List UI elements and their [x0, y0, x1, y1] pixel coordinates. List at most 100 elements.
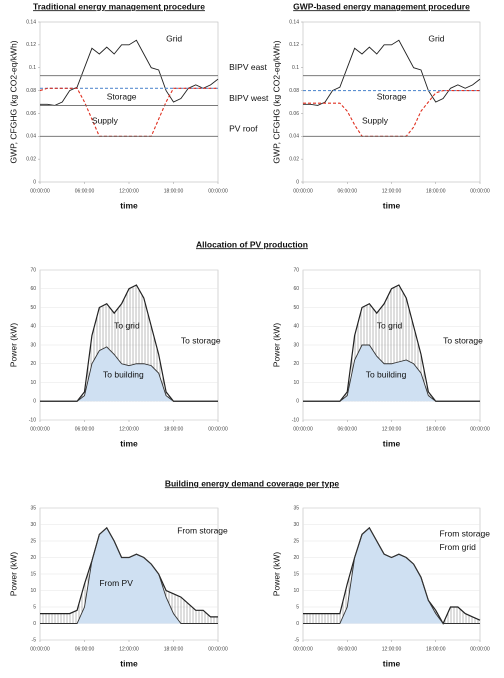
x-axis-label: time: [383, 658, 401, 668]
y-tick-label: -10: [29, 417, 36, 423]
annotation: To building: [103, 369, 144, 379]
y-tick-label: 0: [33, 179, 36, 185]
x-tick-label: 00:00:00: [470, 188, 490, 194]
annotation: Grid: [166, 33, 182, 43]
y-tick-label: 0.14: [26, 19, 36, 25]
x-tick-label: 12:00:00: [119, 426, 139, 432]
x-tick-label: 06:00:00: [75, 646, 95, 652]
annotation: Supply: [92, 116, 119, 126]
y-tick-label: 20: [30, 361, 36, 367]
series-line: [303, 39, 481, 106]
x-tick-label: 06:00:00: [338, 646, 358, 652]
y-tick-label: 25: [30, 538, 36, 544]
annotation: PV roof: [229, 124, 258, 134]
x-tick-label: 06:00:00: [75, 188, 95, 194]
y-tick-label: 70: [293, 267, 299, 273]
y-tick-label: 0.04: [26, 134, 36, 140]
y-tick-label: 35: [293, 505, 299, 511]
x-tick-label: 00:00:00: [470, 646, 490, 652]
y-axis-label: Power (kW): [8, 552, 18, 597]
x-axis-label: time: [120, 658, 138, 668]
y-tick-label: 35: [30, 505, 36, 511]
series-line: [303, 527, 480, 624]
y-tick-label: 0.08: [26, 88, 36, 94]
annotation: From storage: [439, 529, 490, 539]
x-tick-label: 00:00:00: [293, 646, 313, 652]
x-tick-label: 00:00:00: [208, 188, 228, 194]
y-tick-label: 60: [30, 286, 36, 292]
y-axis-label: GWP, CFGHG (kg CO2-eq/kWh): [271, 40, 281, 163]
series-line: [40, 346, 218, 402]
x-tick-label: 06:00:00: [75, 426, 95, 432]
area: [303, 345, 480, 402]
y-tick-label: -5: [32, 637, 37, 643]
area: [40, 346, 218, 402]
y-tick-label: 5: [296, 604, 299, 610]
annotation: To building: [366, 369, 407, 379]
y-tick-label: 0.12: [289, 42, 299, 48]
y-tick-label: 10: [293, 588, 299, 594]
annotation: To grid: [377, 321, 403, 331]
x-tick-label: 00:00:00: [208, 646, 228, 652]
y-tick-label: 0: [33, 621, 36, 627]
x-axis-label: time: [120, 200, 138, 210]
x-tick-label: 18:00:00: [426, 426, 446, 432]
y-tick-label: 0.1: [29, 65, 36, 71]
x-tick-label: 00:00:00: [30, 188, 50, 194]
y-tick-label: 40: [30, 324, 36, 330]
x-tick-label: 18:00:00: [426, 646, 446, 652]
annotation: Supply: [362, 116, 389, 126]
y-axis-label: Power (kW): [8, 323, 18, 368]
chart-title: Traditional energy management procedure: [33, 1, 205, 11]
x-tick-label: 06:00:00: [338, 188, 358, 194]
y-tick-label: 10: [30, 588, 36, 594]
x-axis-label: time: [383, 438, 401, 448]
y-tick-label: 0: [296, 399, 299, 405]
y-tick-label: 0.1: [292, 65, 299, 71]
x-axis-label: time: [120, 438, 138, 448]
x-tick-label: 18:00:00: [164, 646, 184, 652]
y-tick-label: 30: [293, 342, 299, 348]
x-tick-label: 06:00:00: [338, 426, 358, 432]
y-tick-label: 25: [293, 538, 299, 544]
y-tick-label: 0.02: [289, 156, 299, 162]
x-tick-label: 00:00:00: [208, 426, 228, 432]
y-tick-label: -10: [292, 417, 299, 423]
chart-title: GWP-based energy management procedure: [293, 1, 470, 11]
y-axis-label: Power (kW): [271, 552, 281, 597]
x-tick-label: 12:00:00: [382, 426, 402, 432]
y-tick-label: 0.12: [26, 42, 36, 48]
y-tick-label: 20: [30, 555, 36, 561]
y-tick-label: 0.14: [289, 19, 299, 25]
y-tick-label: 0.08: [289, 88, 299, 94]
x-tick-label: 12:00:00: [382, 646, 402, 652]
annotation: Grid: [428, 33, 444, 43]
annotation: To storage: [181, 336, 221, 346]
y-tick-label: 70: [30, 267, 36, 273]
x-tick-label: 00:00:00: [30, 646, 50, 652]
x-tick-label: 18:00:00: [426, 188, 446, 194]
y-tick-label: 60: [293, 286, 299, 292]
x-tick-label: 00:00:00: [470, 426, 490, 432]
y-tick-label: 10: [30, 380, 36, 386]
x-tick-label: 12:00:00: [119, 188, 139, 194]
y-tick-label: 50: [30, 305, 36, 311]
annotation: Storage: [107, 92, 137, 102]
y-tick-label: 40: [293, 324, 299, 330]
y-tick-label: 0.06: [26, 111, 36, 117]
y-tick-label: 15: [30, 571, 36, 577]
series-line: [303, 344, 480, 402]
x-tick-label: 00:00:00: [293, 188, 313, 194]
annotation: From storage: [177, 525, 228, 535]
y-tick-label: 0: [296, 621, 299, 627]
y-tick-label: 0: [296, 179, 299, 185]
x-tick-label: 12:00:00: [119, 646, 139, 652]
area: [40, 527, 218, 624]
hatched-area: [40, 285, 218, 402]
y-tick-label: 0.06: [289, 111, 299, 117]
y-tick-label: 0.04: [289, 134, 299, 140]
y-tick-label: 30: [30, 342, 36, 348]
